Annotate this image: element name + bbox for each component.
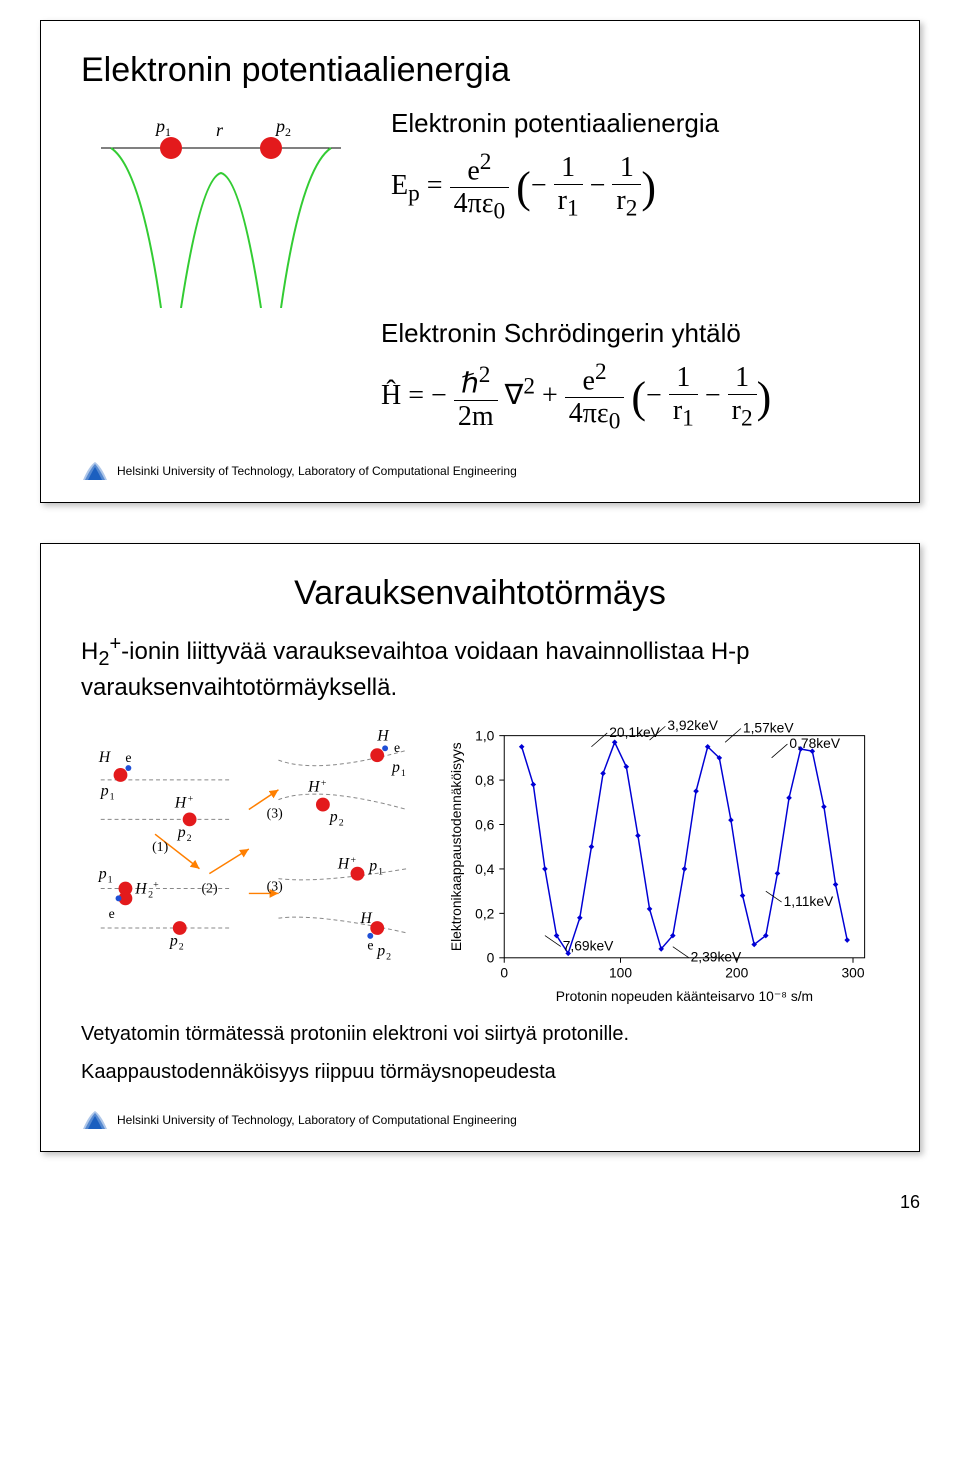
svg-text:1,57keV: 1,57keV — [742, 719, 793, 735]
slide2-footer: Helsinki University of Technology, Labor… — [81, 1109, 879, 1131]
svg-text:H: H — [337, 856, 351, 873]
svg-text:0: 0 — [500, 964, 508, 980]
svg-text:2: 2 — [386, 951, 391, 962]
svg-text:1,11keV: 1,11keV — [783, 893, 833, 909]
svg-text:e: e — [367, 938, 373, 953]
caption-1: Vetyatomin törmätessä protoniin elektron… — [81, 1021, 879, 1047]
svg-text:1,0: 1,0 — [475, 727, 495, 743]
capture-probability-chart: 010020030000,20,40,60,81,020,1keV3,92keV… — [445, 719, 879, 1009]
footer-text-2: Helsinki University of Technology, Labor… — [117, 1113, 517, 1127]
svg-text:0: 0 — [486, 950, 494, 966]
svg-text:2,39keV: 2,39keV — [690, 948, 741, 964]
svg-text:H: H — [307, 779, 321, 796]
svg-text:e: e — [394, 740, 400, 755]
svg-text:p: p — [329, 808, 338, 825]
schrodinger-label: Elektronin Schrödingerin yhtälö — [381, 318, 879, 349]
svg-text:H: H — [134, 880, 148, 897]
svg-text:+: + — [153, 879, 159, 890]
collision-diagram: H e p1 H+ p2 (1) (2) p1 H2+ e p2 (3) (3)… — [81, 719, 427, 979]
svg-text:1: 1 — [108, 874, 113, 885]
slide1-eq-block: Elektronin potentiaalienergia Ep = e24πε… — [391, 108, 719, 244]
p2-label: p — [274, 116, 285, 136]
svg-text:H: H — [359, 910, 373, 927]
svg-text:1: 1 — [110, 792, 115, 803]
svg-text:0,2: 0,2 — [475, 905, 494, 921]
schrodinger-block: Elektronin Schrödingerin yhtälö Ĥ = − ℏ2… — [381, 318, 879, 436]
svg-text:0,4: 0,4 — [475, 861, 495, 877]
svg-text:1: 1 — [378, 867, 383, 878]
hut-logo-icon — [81, 460, 109, 482]
svg-text:p: p — [177, 824, 186, 841]
svg-text:0,6: 0,6 — [475, 816, 495, 832]
footer-text-1: Helsinki University of Technology, Labor… — [117, 464, 517, 478]
svg-text:H: H — [174, 794, 188, 811]
svg-text:e: e — [125, 750, 131, 765]
slide-2: Varauksenvaihtotörmäys H2+-ionin liittyv… — [40, 543, 920, 1152]
p1-label: p — [154, 116, 165, 136]
hut-logo-icon-2 — [81, 1109, 109, 1131]
svg-text:p: p — [368, 858, 377, 875]
page-number: 16 — [40, 1192, 920, 1213]
svg-text:2: 2 — [148, 889, 153, 900]
svg-text:Elektronikaappaustodennäköisyy: Elektronikaappaustodennäköisyys — [447, 742, 463, 951]
p1-sub: 1 — [165, 125, 171, 139]
p2-sub: 2 — [285, 125, 291, 139]
eq-H: Ĥ = − ℏ22m ∇2 + e24πε0 (− 1r1 − 1r2) — [381, 359, 879, 436]
svg-text:0,78keV: 0,78keV — [789, 735, 840, 751]
r-label: r — [216, 120, 224, 140]
svg-text:p: p — [100, 783, 109, 800]
svg-text:2: 2 — [187, 833, 192, 844]
svg-text:+: + — [321, 778, 327, 789]
slide1-footer: Helsinki University of Technology, Labor… — [81, 460, 879, 482]
svg-text:H: H — [98, 749, 112, 766]
svg-text:(3): (3) — [267, 805, 283, 821]
svg-text:Protonin nopeuden käänteisarvo: Protonin nopeuden käänteisarvo 10⁻⁸ s/m — [555, 988, 812, 1004]
svg-text:0,8: 0,8 — [475, 772, 495, 788]
svg-text:2: 2 — [179, 942, 184, 953]
svg-text:300: 300 — [841, 964, 864, 980]
svg-text:p: p — [98, 866, 107, 883]
svg-text:2: 2 — [339, 817, 344, 828]
svg-text:200: 200 — [725, 964, 748, 980]
svg-text:+: + — [188, 794, 194, 805]
slide1-top-row: p 1 p 2 r Elektronin potentiaalienergia … — [81, 108, 879, 308]
svg-text:(1): (1) — [152, 839, 168, 855]
svg-text:100: 100 — [609, 964, 632, 980]
svg-text:7,69keV: 7,69keV — [562, 937, 613, 953]
svg-text:1: 1 — [401, 768, 406, 779]
slide2-body: H2+-ionin liittyvää varauksevaihtoa void… — [81, 631, 879, 703]
potential-diagram: p 1 p 2 r — [81, 108, 361, 308]
svg-text:+: + — [351, 855, 357, 866]
slide1-title: Elektronin potentiaalienergia — [81, 51, 879, 90]
svg-text:(2): (2) — [201, 880, 217, 896]
svg-text:p: p — [376, 943, 385, 960]
svg-text:3,92keV: 3,92keV — [667, 719, 718, 733]
svg-text:p: p — [169, 933, 178, 950]
slide2-title: Varauksenvaihtotörmäys — [81, 574, 879, 613]
svg-text:(3): (3) — [267, 878, 283, 894]
svg-text:e: e — [109, 906, 115, 921]
eq-Ep: Ep = e24πε0 (− 1r1 − 1r2) — [391, 149, 719, 226]
svg-text:p: p — [391, 759, 400, 776]
caption-2: Kaappaustodennäköisyys riippuu törmäysno… — [81, 1059, 879, 1085]
slide1-subtitle: Elektronin potentiaalienergia — [391, 108, 719, 139]
svg-text:H: H — [376, 727, 390, 744]
slide2-figure-row: H e p1 H+ p2 (1) (2) p1 H2+ e p2 (3) (3)… — [81, 719, 879, 1009]
slide-1: Elektronin potentiaalienergia p 1 p 2 r … — [40, 20, 920, 503]
